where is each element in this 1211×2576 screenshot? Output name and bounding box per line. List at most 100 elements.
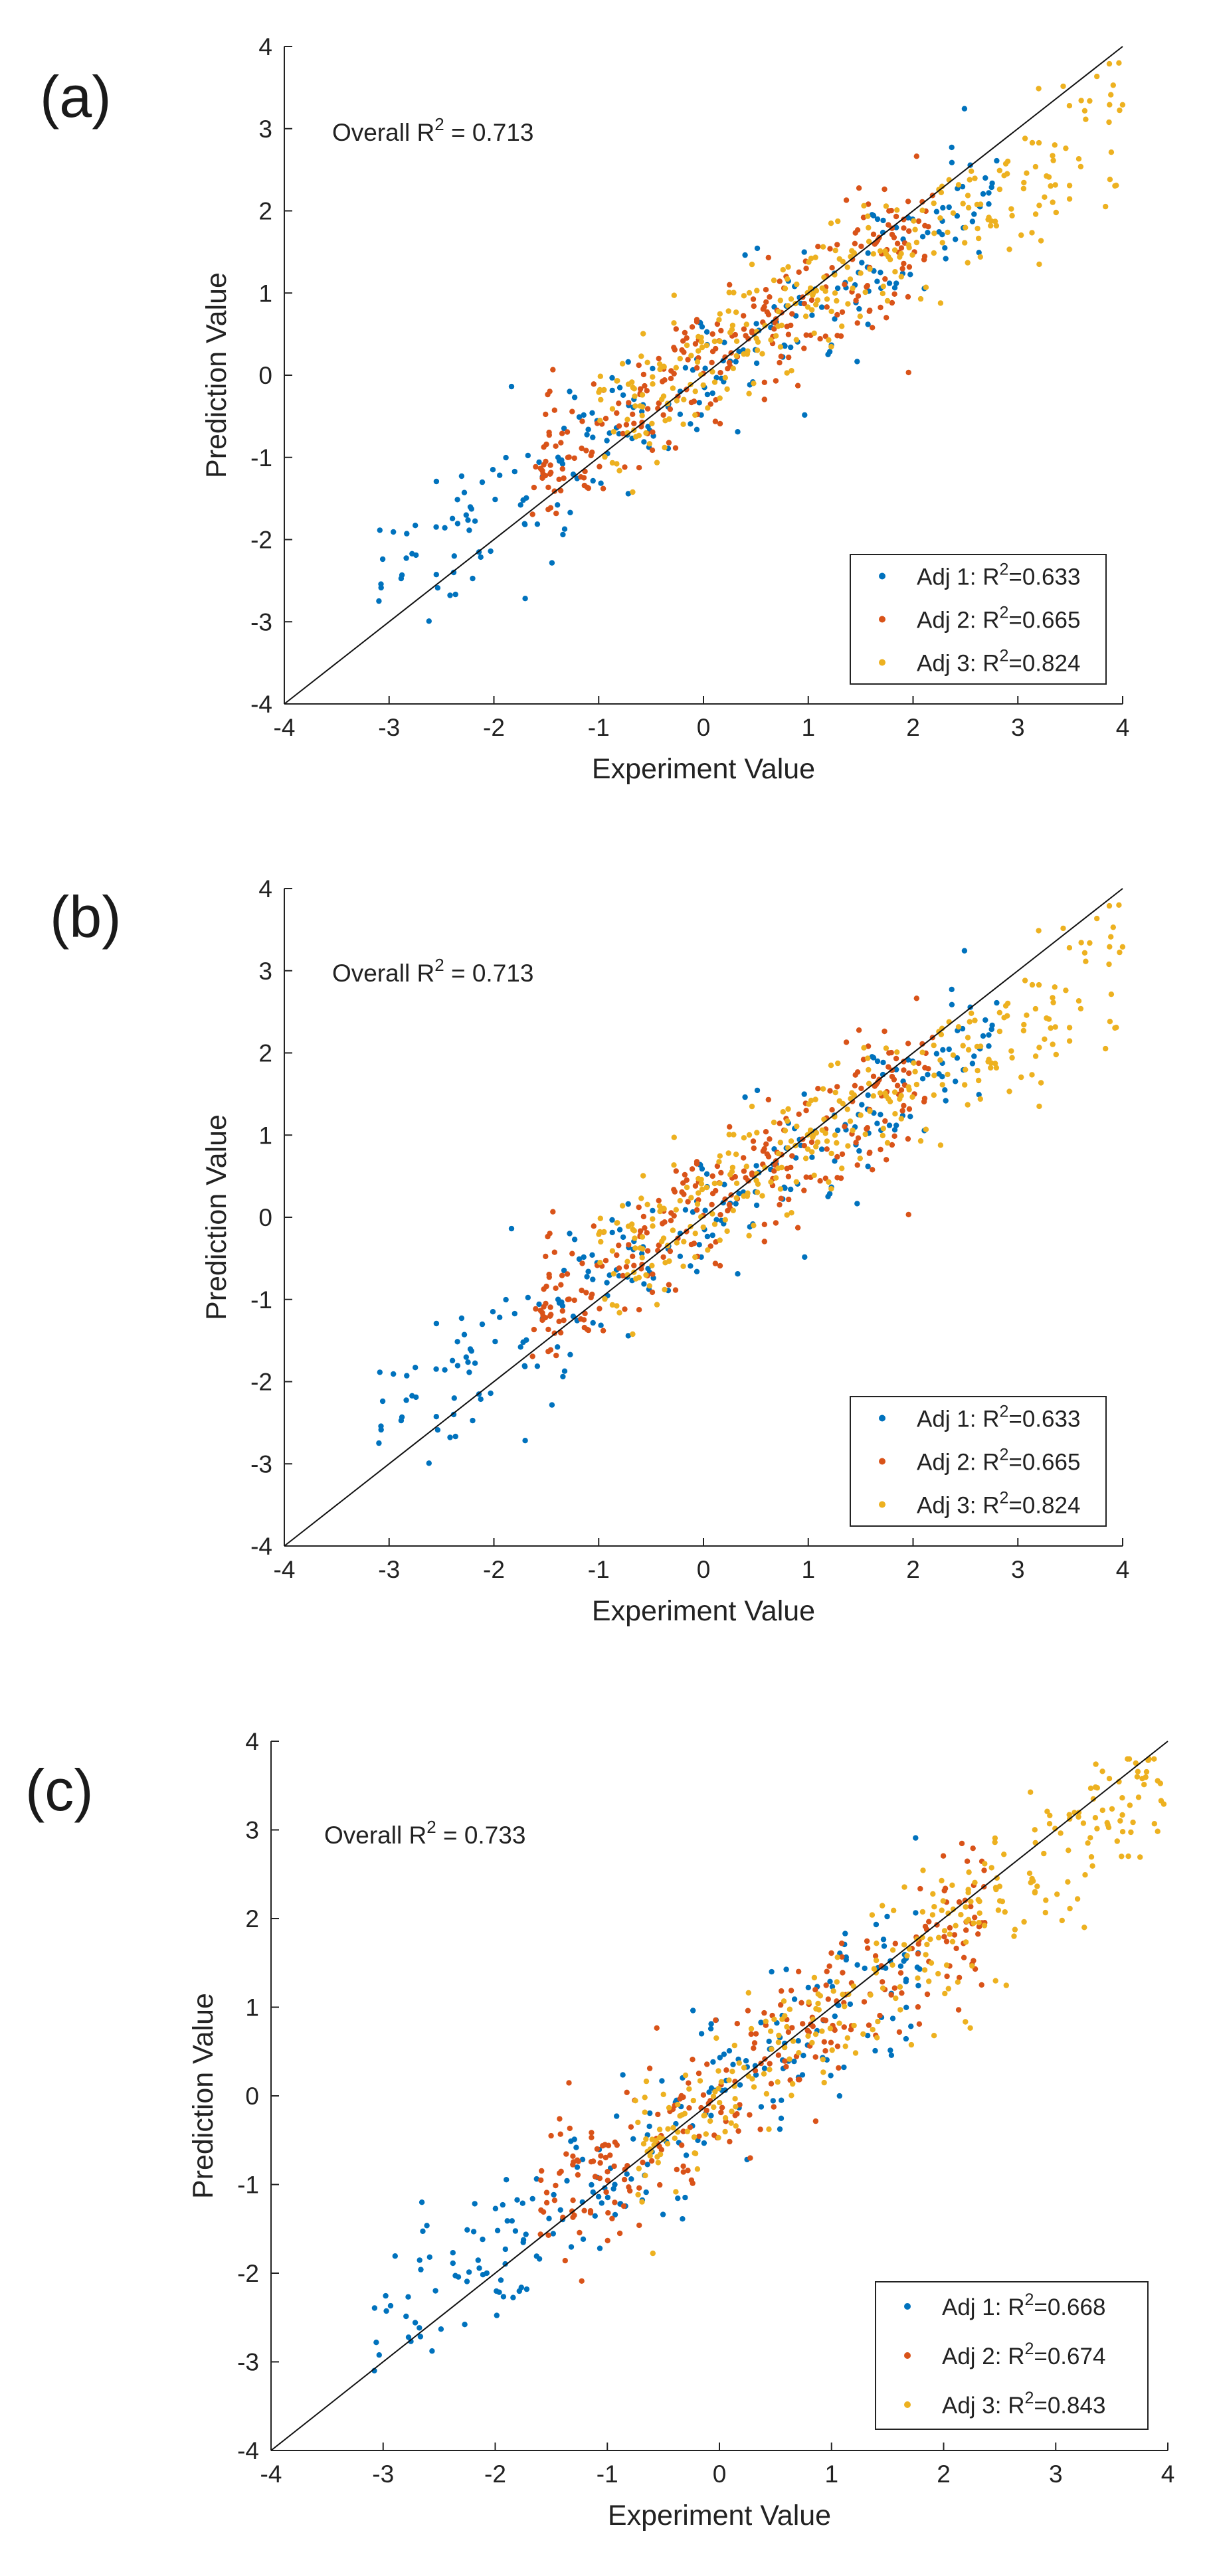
- data-point: [614, 1303, 620, 1309]
- x-axis-title: Experiment Value: [608, 2500, 831, 2532]
- data-point: [931, 200, 937, 207]
- data-point: [777, 1140, 784, 1146]
- data-point: [717, 1180, 723, 1187]
- data-point: [787, 2056, 792, 2062]
- data-point: [903, 2035, 909, 2042]
- data-point: [451, 1395, 457, 1401]
- data-point: [558, 1282, 564, 1288]
- data-point: [841, 2024, 848, 2030]
- data-point: [889, 1947, 896, 1953]
- data-point: [1104, 1820, 1110, 1826]
- data-point: [711, 1180, 718, 1187]
- data-point: [591, 1223, 597, 1229]
- data-point: [743, 321, 750, 327]
- data-point: [763, 1129, 769, 1135]
- data-point: [660, 412, 666, 418]
- data-point: [749, 1170, 755, 1176]
- data-point: [692, 1231, 698, 1237]
- data-point: [733, 2104, 739, 2110]
- data-point: [986, 201, 992, 207]
- data-point: [708, 2021, 714, 2027]
- data-point: [714, 1163, 721, 1169]
- data-point: [972, 1915, 978, 1921]
- data-point: [1044, 173, 1050, 179]
- data-point: [1036, 1103, 1042, 1110]
- data-point: [1009, 213, 1015, 218]
- data-point: [1011, 1933, 1017, 1939]
- data-point: [811, 1974, 818, 1981]
- data-point: [1021, 179, 1027, 186]
- data-point: [541, 444, 547, 450]
- data-point: [614, 378, 620, 384]
- data-point: [829, 2047, 835, 2053]
- data-point: [862, 1131, 868, 1138]
- y-tick-label: -4: [237, 2437, 259, 2464]
- data-point: [1108, 991, 1115, 997]
- data-point: [834, 1140, 840, 1146]
- data-point: [700, 2092, 707, 2098]
- data-point: [644, 406, 651, 412]
- data-point: [931, 1073, 937, 1078]
- data-point: [898, 1092, 904, 1099]
- data-point: [671, 320, 677, 326]
- data-point: [838, 1940, 845, 1946]
- data-point: [939, 1082, 945, 1088]
- data-point: [868, 1992, 874, 1998]
- data-point: [959, 1840, 965, 1847]
- data-point: [609, 1302, 616, 1308]
- data-point: [825, 1996, 832, 2002]
- data-point: [1106, 1776, 1113, 1782]
- data-point: [705, 1247, 711, 1253]
- data-point: [889, 1962, 895, 1968]
- data-point: [689, 1166, 696, 1172]
- data-point: [646, 1283, 652, 1289]
- data-point: [650, 1223, 656, 1229]
- data-point: [854, 359, 860, 365]
- data-point: [640, 2160, 646, 2166]
- y-tick-label: -3: [250, 1450, 272, 1478]
- data-point: [913, 153, 920, 159]
- data-point: [967, 1019, 973, 1025]
- data-point: [620, 430, 626, 437]
- data-point: [964, 1858, 971, 1864]
- data-point: [728, 2120, 734, 2126]
- data-point: [619, 361, 626, 367]
- data-point: [569, 1250, 575, 1256]
- data-point: [919, 234, 926, 240]
- panel-label-a: (a): [40, 64, 112, 129]
- data-point: [536, 459, 542, 466]
- data-point: [969, 1061, 976, 1067]
- data-point: [465, 517, 471, 523]
- data-point: [588, 1294, 594, 1301]
- data-point: [508, 383, 515, 390]
- data-point: [806, 259, 812, 265]
- data-point: [866, 1067, 872, 1073]
- legend-marker: [879, 659, 885, 666]
- data-point: [828, 2073, 834, 2079]
- data-point: [852, 240, 858, 246]
- data-point: [547, 1313, 553, 1320]
- data-point: [823, 1982, 829, 1988]
- overall-r2-label: Overall R2 = 0.733: [324, 1817, 525, 1849]
- data-point: [605, 2237, 610, 2244]
- data-point: [941, 1928, 948, 1934]
- data-point: [492, 2205, 499, 2211]
- data-point: [376, 598, 382, 604]
- data-point: [749, 328, 755, 334]
- data-point: [519, 2200, 525, 2206]
- data-point: [938, 189, 945, 195]
- data-point: [824, 296, 830, 302]
- data-point: [684, 342, 690, 349]
- data-point: [433, 524, 439, 530]
- data-point: [545, 1348, 551, 1355]
- data-point: [847, 2001, 854, 2008]
- data-point: [943, 1962, 950, 1968]
- data-point: [566, 454, 572, 460]
- data-point: [880, 1903, 885, 1909]
- data-point: [873, 1921, 880, 1928]
- data-point: [832, 1158, 838, 1164]
- data-point: [391, 1371, 397, 1377]
- data-point: [479, 1321, 486, 1328]
- data-point: [1048, 183, 1054, 189]
- data-point: [500, 2201, 506, 2208]
